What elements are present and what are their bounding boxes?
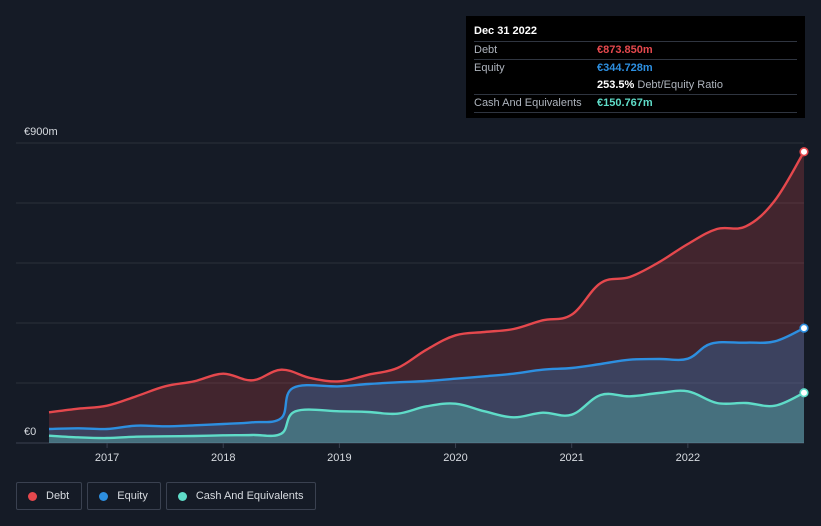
tooltip-row-debt: Debt €873.850m xyxy=(474,41,797,59)
y-axis-bottom-label: €0 xyxy=(24,426,36,438)
tooltip-row-ratio: 253.5% Debt/Equity Ratio xyxy=(474,77,797,94)
tooltip-ratio: 253.5% Debt/Equity Ratio xyxy=(597,77,723,93)
gridlines xyxy=(16,142,804,444)
x-tick-label: 2019 xyxy=(327,452,351,464)
equity-end-marker xyxy=(799,323,809,333)
tooltip-row-cash: Cash And Equivalents €150.767m xyxy=(474,94,797,113)
tooltip-equity-value: €344.728m xyxy=(597,62,653,74)
debt-line xyxy=(48,151,806,414)
x-tick-label: 2020 xyxy=(443,452,467,464)
cash-line xyxy=(48,389,805,440)
tooltip-ratio-label: Debt/Equity Ratio xyxy=(637,79,723,91)
series-areas xyxy=(49,151,804,443)
tooltip-row-equity: Equity €344.728m xyxy=(474,59,797,77)
legend-item-equity[interactable]: Equity xyxy=(87,482,161,510)
debt-legend-dot-icon xyxy=(28,491,37,501)
tooltip-panel: Dec 31 2022 Debt €873.850m Equity €344.7… xyxy=(466,16,805,118)
cash-end-marker xyxy=(799,388,809,398)
y-axis-top-label: €900m xyxy=(24,126,58,138)
x-tick-label: 2021 xyxy=(559,452,583,464)
x-tick-label: 2018 xyxy=(211,452,235,464)
x-tick-label: 2022 xyxy=(676,452,700,464)
equity-legend-dot-icon xyxy=(99,491,109,501)
x-tick-label: 2017 xyxy=(95,452,119,464)
series-lines xyxy=(48,151,806,440)
equity-area xyxy=(49,328,804,443)
tooltip-cash-value: €150.767m xyxy=(597,97,653,109)
x-axis-ticks: 2017 2018 2019 2020 2021 2022 xyxy=(95,443,700,464)
debt-area xyxy=(49,151,804,443)
cash-area xyxy=(49,390,804,443)
debt-end-marker xyxy=(799,147,809,157)
legend-debt-label: Debt xyxy=(46,490,70,502)
legend-equity-label: Equity xyxy=(117,490,148,502)
legend: Debt Equity Cash And Equivalents xyxy=(16,482,321,510)
legend-item-cash[interactable]: Cash And Equivalents xyxy=(165,482,317,510)
tooltip-equity-label: Equity xyxy=(474,62,505,74)
tooltip-date: Dec 31 2022 xyxy=(474,25,537,37)
series-end-markers xyxy=(799,147,809,398)
legend-cash-label: Cash And Equivalents xyxy=(195,490,304,502)
tooltip-cash-label: Cash And Equivalents xyxy=(474,97,582,109)
tooltip-debt-value: €873.850m xyxy=(597,44,653,56)
tooltip-debt-label: Debt xyxy=(474,44,498,56)
cash-legend-dot-icon xyxy=(177,491,187,501)
equity-line xyxy=(48,326,805,431)
tooltip-ratio-value: 253.5% xyxy=(597,79,635,91)
legend-item-debt[interactable]: Debt xyxy=(16,482,83,510)
